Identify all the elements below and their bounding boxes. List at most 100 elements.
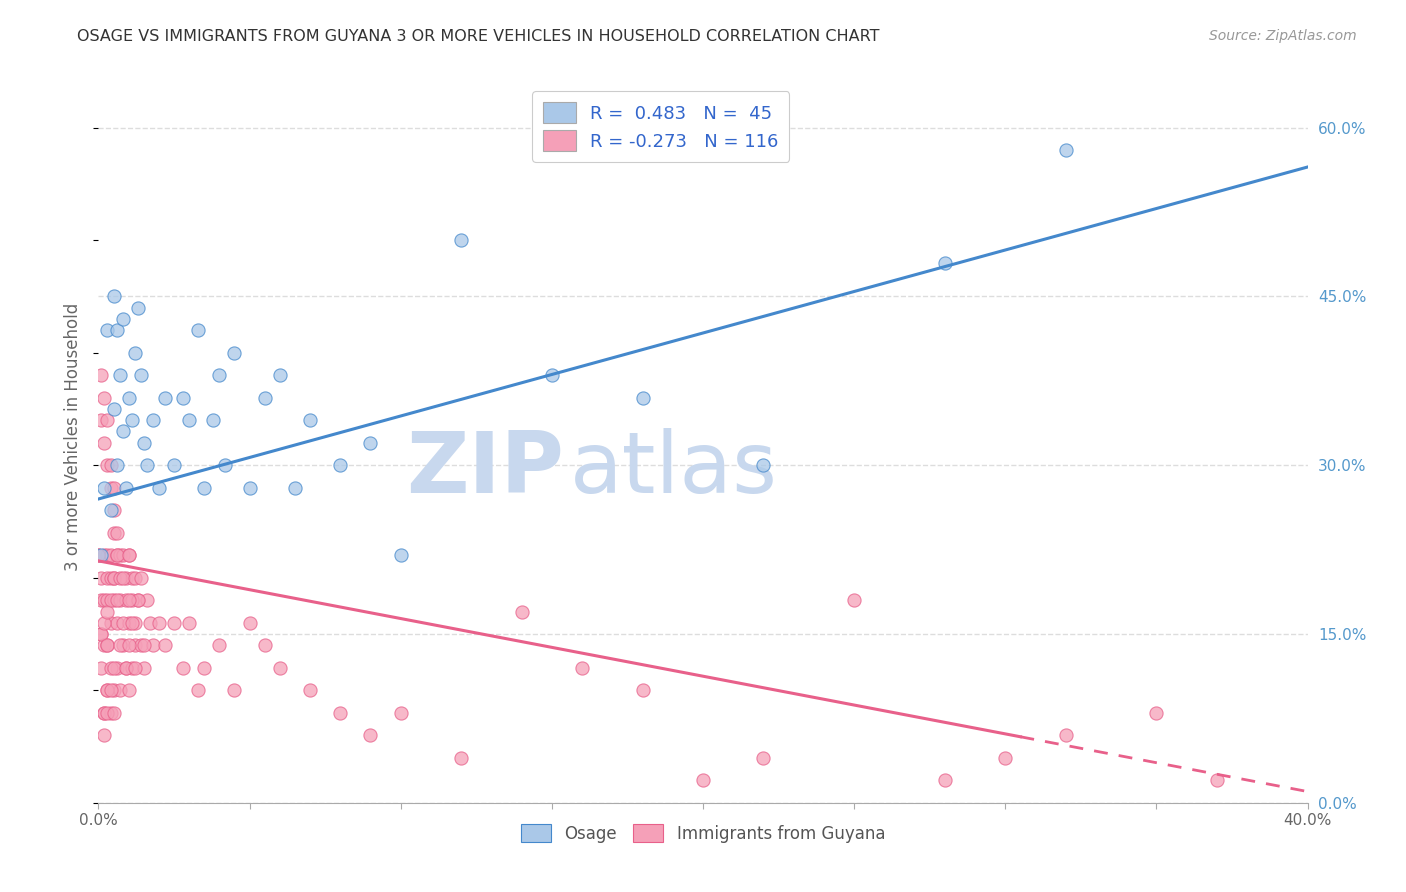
Point — [96, 593, 118, 607]
Point — [93, 728, 115, 742]
Point — [118, 548, 141, 562]
Point — [934, 773, 956, 788]
Point — [111, 615, 134, 630]
Text: Source: ZipAtlas.com: Source: ZipAtlas.com — [1209, 29, 1357, 43]
Point — [103, 503, 125, 517]
Point — [118, 683, 141, 698]
Point — [96, 638, 118, 652]
Point — [118, 593, 141, 607]
Point — [202, 413, 225, 427]
Point — [96, 413, 118, 427]
Point — [389, 548, 412, 562]
Point — [100, 503, 122, 517]
Point — [193, 481, 215, 495]
Point — [121, 413, 143, 427]
Point — [90, 593, 112, 607]
Point — [105, 525, 128, 540]
Point — [187, 683, 209, 698]
Point — [118, 638, 141, 652]
Point — [103, 525, 125, 540]
Point — [96, 683, 118, 698]
Point — [172, 391, 194, 405]
Point — [132, 661, 155, 675]
Point — [108, 368, 131, 383]
Point — [114, 661, 136, 675]
Point — [100, 571, 122, 585]
Point — [100, 458, 122, 473]
Point — [93, 706, 115, 720]
Point — [111, 425, 134, 439]
Point — [108, 638, 131, 652]
Point — [96, 571, 118, 585]
Point — [93, 481, 115, 495]
Point — [571, 661, 593, 675]
Point — [105, 458, 128, 473]
Point — [100, 615, 122, 630]
Point — [153, 638, 176, 652]
Point — [129, 638, 152, 652]
Point — [96, 323, 118, 337]
Point — [1054, 143, 1077, 157]
Point — [631, 391, 654, 405]
Point — [253, 391, 276, 405]
Point — [269, 368, 291, 383]
Point — [90, 661, 112, 675]
Point — [93, 593, 115, 607]
Point — [103, 661, 125, 675]
Point — [103, 481, 125, 495]
Point — [284, 481, 307, 495]
Point — [108, 571, 131, 585]
Point — [90, 368, 112, 383]
Point — [299, 683, 322, 698]
Point — [139, 615, 162, 630]
Point — [752, 751, 775, 765]
Point — [127, 593, 149, 607]
Point — [135, 593, 157, 607]
Point — [103, 683, 125, 698]
Point — [100, 683, 122, 698]
Point — [153, 391, 176, 405]
Point — [100, 593, 122, 607]
Point — [96, 706, 118, 720]
Point — [105, 615, 128, 630]
Point — [100, 706, 122, 720]
Point — [1144, 706, 1167, 720]
Point — [105, 323, 128, 337]
Point — [90, 627, 112, 641]
Point — [124, 571, 146, 585]
Point — [148, 615, 170, 630]
Point — [108, 548, 131, 562]
Point — [208, 368, 231, 383]
Point — [93, 615, 115, 630]
Point — [100, 481, 122, 495]
Point — [994, 751, 1017, 765]
Point — [121, 615, 143, 630]
Point — [389, 706, 412, 720]
Point — [1054, 728, 1077, 742]
Point — [93, 435, 115, 450]
Point — [142, 413, 165, 427]
Point — [187, 323, 209, 337]
Point — [111, 571, 134, 585]
Point — [118, 615, 141, 630]
Point — [114, 661, 136, 675]
Point — [124, 345, 146, 359]
Point — [360, 728, 382, 742]
Point — [329, 458, 352, 473]
Point — [118, 548, 141, 562]
Point — [450, 751, 472, 765]
Point — [193, 661, 215, 675]
Point — [934, 255, 956, 269]
Point — [450, 233, 472, 247]
Point — [103, 289, 125, 303]
Point — [214, 458, 236, 473]
Legend: Osage, Immigrants from Guyana: Osage, Immigrants from Guyana — [515, 818, 891, 849]
Point — [148, 481, 170, 495]
Point — [114, 593, 136, 607]
Point — [124, 638, 146, 652]
Point — [114, 481, 136, 495]
Point — [510, 605, 533, 619]
Point — [111, 638, 134, 652]
Point — [96, 683, 118, 698]
Point — [132, 435, 155, 450]
